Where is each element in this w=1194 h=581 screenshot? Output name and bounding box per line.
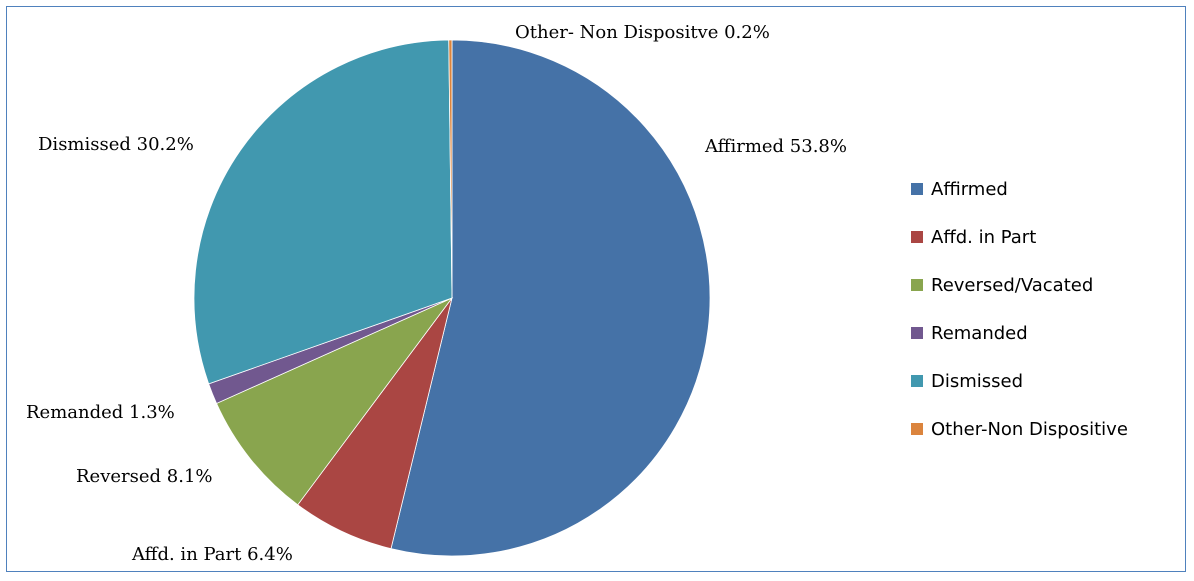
- chart-legend: Affirmed Affd. in Part Reversed/Vacated Rem…: [911, 165, 1128, 453]
- legend-swatch: [911, 279, 923, 291]
- legend-item: Affd. in Part: [911, 213, 1128, 261]
- legend-label: Dismissed: [931, 370, 1024, 392]
- legend-swatch: [911, 183, 923, 195]
- legend-item: Other-Non Dispositive: [911, 405, 1128, 453]
- legend-item: Remanded: [911, 309, 1128, 357]
- pie-slice-affirmed: [390, 39, 711, 557]
- legend-label: Remanded: [931, 322, 1028, 344]
- pie-slice-dismissed: [193, 39, 453, 385]
- legend-item: Affirmed: [911, 165, 1128, 213]
- legend-swatch: [911, 231, 923, 243]
- legend-label: Reversed/Vacated: [931, 274, 1094, 296]
- slice-label: Remanded 1.3%: [26, 402, 175, 423]
- slice-label: Reversed 8.1%: [76, 466, 213, 487]
- legend-item: Dismissed: [911, 357, 1128, 405]
- pie-slice-reversed-vacated: [215, 297, 454, 506]
- pie-slices: [193, 39, 711, 557]
- slice-label: Affd. in Part 6.4%: [131, 544, 293, 565]
- legend-label: Other-Non Dispositive: [931, 418, 1128, 440]
- legend-label: Affirmed: [931, 178, 1008, 200]
- slice-label: Affirmed 53.8%: [704, 136, 847, 157]
- slice-label: Other- Non Dispositve 0.2%: [515, 22, 770, 43]
- legend-item: Reversed/Vacated: [911, 261, 1128, 309]
- legend-swatch: [911, 423, 923, 435]
- slice-labels: Affirmed 53.8% Affd. in Part 6.4% Reversed…: [26, 22, 847, 565]
- legend-label: Affd. in Part: [931, 226, 1037, 248]
- legend-swatch: [911, 375, 923, 387]
- legend-swatch: [911, 327, 923, 339]
- pie-slice-other-non-dispositive: [448, 39, 453, 299]
- slice-label: Dismissed 30.2%: [38, 134, 194, 155]
